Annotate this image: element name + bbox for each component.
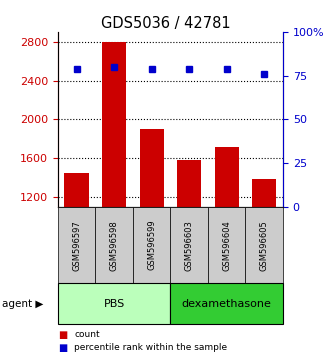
Text: GSM596605: GSM596605 bbox=[260, 220, 269, 270]
Bar bbox=[139, 129, 164, 207]
Text: ■: ■ bbox=[58, 330, 67, 339]
Text: ■: ■ bbox=[58, 343, 67, 353]
Bar bbox=[102, 42, 126, 207]
Bar bbox=[65, 173, 89, 207]
Text: percentile rank within the sample: percentile rank within the sample bbox=[74, 343, 228, 352]
Text: PBS: PBS bbox=[104, 298, 125, 309]
Text: GSM596598: GSM596598 bbox=[110, 220, 119, 270]
Text: GSM596603: GSM596603 bbox=[185, 220, 194, 270]
Bar bbox=[214, 147, 239, 207]
Text: GSM596604: GSM596604 bbox=[222, 220, 231, 270]
Bar bbox=[177, 160, 201, 207]
Text: dexamethasone: dexamethasone bbox=[182, 298, 272, 309]
Bar bbox=[252, 179, 276, 207]
Text: GSM596599: GSM596599 bbox=[147, 220, 156, 270]
Text: GDS5036 / 42781: GDS5036 / 42781 bbox=[101, 16, 230, 31]
Text: count: count bbox=[74, 330, 100, 339]
Text: GSM596597: GSM596597 bbox=[72, 220, 81, 270]
Text: agent ▶: agent ▶ bbox=[2, 298, 43, 309]
